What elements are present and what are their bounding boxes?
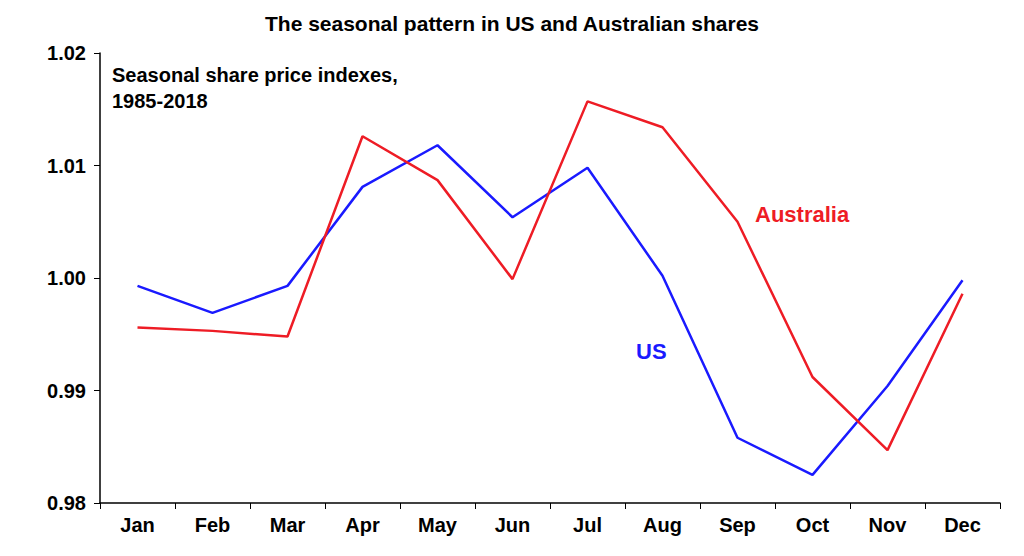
- svg-text:Jun: Jun: [495, 514, 531, 536]
- svg-text:The seasonal pattern in US and: The seasonal pattern in US and Australia…: [265, 12, 759, 35]
- svg-text:Dec: Dec: [944, 514, 981, 536]
- svg-text:Oct: Oct: [796, 514, 830, 536]
- svg-text:0.98: 0.98: [47, 492, 86, 514]
- svg-text:1985-2018: 1985-2018: [112, 90, 208, 112]
- svg-text:0.99: 0.99: [47, 380, 86, 402]
- svg-text:1.00: 1.00: [47, 267, 86, 289]
- svg-text:Jul: Jul: [573, 514, 602, 536]
- svg-text:Nov: Nov: [869, 514, 908, 536]
- svg-text:Jan: Jan: [120, 514, 154, 536]
- svg-text:Feb: Feb: [195, 514, 231, 536]
- svg-text:May: May: [418, 514, 458, 536]
- svg-text:1.02: 1.02: [47, 42, 86, 64]
- svg-text:US: US: [636, 339, 667, 364]
- svg-text:Australia: Australia: [755, 202, 850, 227]
- svg-text:Apr: Apr: [345, 514, 380, 536]
- svg-text:1.01: 1.01: [47, 155, 86, 177]
- svg-text:Aug: Aug: [643, 514, 682, 536]
- svg-text:Sep: Sep: [719, 514, 756, 536]
- svg-text:Mar: Mar: [270, 514, 306, 536]
- svg-text:Seasonal share price indexes,: Seasonal share price indexes,: [112, 64, 398, 86]
